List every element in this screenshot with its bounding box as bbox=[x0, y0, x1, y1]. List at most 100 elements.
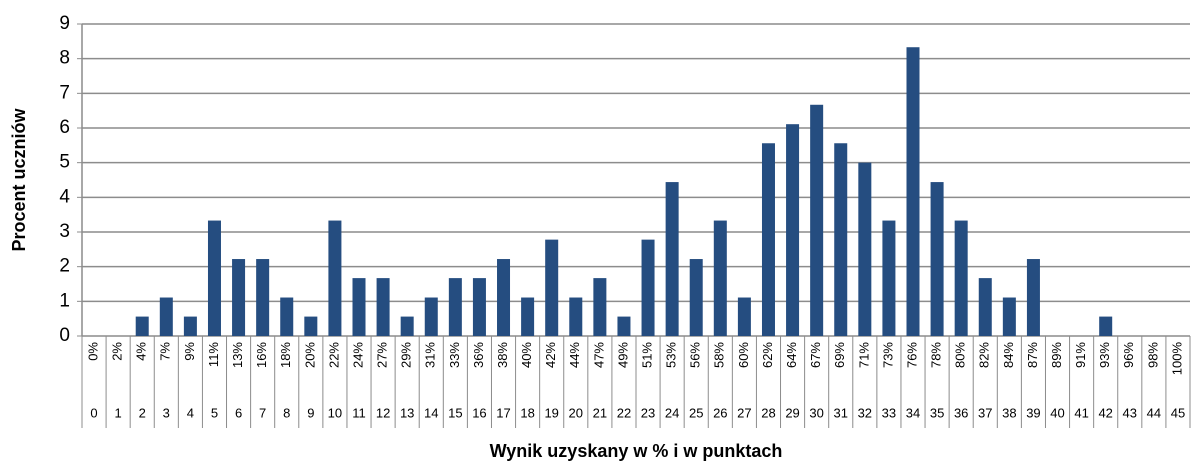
y-tick-label: 2 bbox=[59, 256, 70, 277]
bar bbox=[665, 182, 679, 336]
x-percent-label: 22% bbox=[326, 342, 341, 368]
bar bbox=[545, 239, 559, 336]
x-percent-label: 84% bbox=[1001, 342, 1016, 368]
bar bbox=[521, 297, 535, 336]
x-percent-label: 89% bbox=[1049, 342, 1064, 368]
x-percent-label: 51% bbox=[639, 342, 654, 368]
x-tick-label: 20 bbox=[569, 405, 583, 420]
bar bbox=[641, 239, 655, 336]
x-tick-label: 6 bbox=[235, 405, 242, 420]
bar bbox=[1026, 259, 1040, 336]
x-tick-label: 29 bbox=[785, 405, 799, 420]
bar bbox=[978, 278, 992, 336]
bar bbox=[882, 220, 896, 336]
bar bbox=[207, 220, 221, 336]
bar bbox=[858, 162, 872, 336]
x-tick-label: 27 bbox=[737, 405, 751, 420]
x-percent-label: 87% bbox=[1025, 342, 1040, 368]
x-tick-label: 40 bbox=[1050, 405, 1064, 420]
x-percent-label: 24% bbox=[350, 342, 365, 368]
x-tick-label: 0 bbox=[90, 405, 97, 420]
y-tick-label: 5 bbox=[59, 152, 70, 173]
y-tick-label: 9 bbox=[59, 13, 70, 34]
x-tick-label: 7 bbox=[259, 405, 266, 420]
x-tick-label: 26 bbox=[713, 405, 727, 420]
y-tick-label: 3 bbox=[59, 221, 70, 242]
x-tick-label: 25 bbox=[689, 405, 703, 420]
x-percent-label: 80% bbox=[953, 342, 968, 368]
x-tick-label: 35 bbox=[930, 405, 944, 420]
x-tick-label: 38 bbox=[1002, 405, 1016, 420]
x-percent-label: 67% bbox=[808, 342, 823, 368]
x-percent-label: 78% bbox=[929, 342, 944, 368]
x-tick-label: 12 bbox=[376, 405, 390, 420]
bar bbox=[737, 297, 751, 336]
x-percent-label: 20% bbox=[302, 342, 317, 368]
x-tick-label: 11 bbox=[352, 405, 366, 420]
x-percent-label: 36% bbox=[471, 342, 486, 368]
bar bbox=[328, 220, 342, 336]
x-percent-label: 38% bbox=[495, 342, 510, 368]
x-percent-label: 58% bbox=[712, 342, 727, 368]
x-percent-label: 60% bbox=[736, 342, 751, 368]
x-tick-label: 1 bbox=[115, 405, 122, 420]
x-percent-label: 44% bbox=[567, 342, 582, 368]
bar bbox=[135, 316, 149, 336]
x-tick-label: 28 bbox=[761, 405, 775, 420]
x-tick-label: 32 bbox=[858, 405, 872, 420]
bar bbox=[472, 278, 486, 336]
x-tick-label: 8 bbox=[283, 405, 290, 420]
x-tick-label: 45 bbox=[1171, 405, 1185, 420]
x-tick-label: 15 bbox=[448, 405, 462, 420]
x-tick-label: 44 bbox=[1147, 405, 1161, 420]
x-tick-label: 43 bbox=[1123, 405, 1137, 420]
x-percent-label: 7% bbox=[158, 342, 173, 361]
bar bbox=[617, 316, 631, 336]
x-tick-label: 3 bbox=[163, 405, 170, 420]
bar bbox=[834, 143, 848, 336]
bar bbox=[448, 278, 462, 336]
bar bbox=[689, 259, 703, 336]
x-percent-label: 40% bbox=[519, 342, 534, 368]
bar bbox=[376, 278, 390, 336]
x-percent-label: 96% bbox=[1121, 342, 1136, 368]
x-percent-label: 98% bbox=[1145, 342, 1160, 368]
bar bbox=[256, 259, 270, 336]
x-axis-title: Wynik uzyskany w % i w punktach bbox=[490, 441, 783, 461]
x-percent-label: 2% bbox=[110, 342, 125, 361]
bar bbox=[810, 104, 824, 336]
bar bbox=[304, 316, 318, 336]
bar bbox=[593, 278, 607, 336]
x-percent-label: 18% bbox=[278, 342, 293, 368]
x-tick-label: 22 bbox=[617, 405, 631, 420]
x-percent-label: 13% bbox=[230, 342, 245, 368]
x-percent-label: 16% bbox=[254, 342, 269, 368]
x-tick-label: 9 bbox=[307, 405, 314, 420]
x-tick-label: 19 bbox=[544, 405, 558, 420]
x-percent-label: 73% bbox=[880, 342, 895, 368]
x-tick-label: 33 bbox=[882, 405, 896, 420]
bar bbox=[280, 297, 294, 336]
bar bbox=[159, 297, 173, 336]
bar bbox=[1002, 297, 1016, 336]
x-tick-label: 4 bbox=[187, 405, 194, 420]
bar bbox=[183, 316, 197, 336]
x-tick-label: 42 bbox=[1098, 405, 1112, 420]
x-percent-label: 56% bbox=[688, 342, 703, 368]
x-percent-label: 100% bbox=[1169, 342, 1184, 376]
x-percent-label: 47% bbox=[591, 342, 606, 368]
bar bbox=[400, 316, 414, 336]
bar bbox=[713, 220, 727, 336]
x-tick-label: 13 bbox=[400, 405, 414, 420]
x-tick-label: 31 bbox=[834, 405, 848, 420]
bar bbox=[1099, 316, 1113, 336]
x-percent-label: 76% bbox=[904, 342, 919, 368]
bar bbox=[906, 47, 920, 337]
x-percent-label: 31% bbox=[423, 342, 438, 368]
x-percent-label: 42% bbox=[543, 342, 558, 368]
bar bbox=[424, 297, 438, 336]
x-tick-label: 36 bbox=[954, 405, 968, 420]
x-percent-label: 64% bbox=[784, 342, 799, 368]
x-percent-label: 49% bbox=[615, 342, 630, 368]
